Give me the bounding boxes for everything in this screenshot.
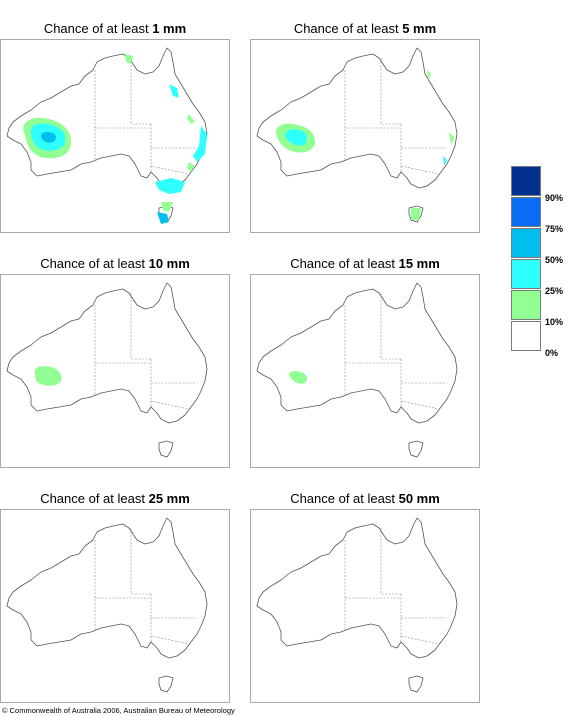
coastline: [6, 282, 208, 424]
australia-map: [256, 517, 458, 693]
panel-amount: 10 mm: [148, 256, 190, 271]
panel-title-15mm: Chance of at least 15 mm: [290, 256, 440, 271]
legend-swatch-75-90: [511, 197, 541, 227]
coastline: [256, 517, 458, 659]
panel-amount: 5 mm: [402, 21, 437, 36]
map-panel-25mm: [0, 509, 230, 703]
legend-label-25: 25%: [545, 286, 564, 296]
coastline: [256, 47, 458, 189]
coastline: [256, 282, 458, 424]
map-panel-15mm: [250, 274, 480, 468]
panel-title-25mm: Chance of at least 25 mm: [40, 491, 190, 506]
state-border: [380, 528, 401, 595]
legend-label-75: 75%: [545, 224, 564, 234]
legend-swatch-25-50: [511, 259, 541, 289]
panel-amount: 1 mm: [152, 21, 187, 36]
rain-probability-overlay: [275, 70, 455, 220]
state-border: [380, 293, 401, 360]
legend-label-50: 50%: [545, 255, 564, 265]
panel-amount: 15 mm: [398, 256, 440, 271]
coastline: [6, 47, 208, 189]
australia-map: [6, 517, 208, 693]
state-border: [150, 400, 190, 410]
australia-map: [256, 282, 458, 458]
state-border: [150, 165, 190, 175]
map-panel-10mm: [0, 274, 230, 468]
panel-title-5mm: Chance of at least 5 mm: [293, 21, 437, 36]
legend-label-0: 0%: [545, 348, 559, 358]
state-border: [400, 635, 440, 645]
australia-map: [256, 47, 458, 223]
state-border: [380, 58, 401, 125]
state-border: [150, 635, 190, 645]
legend-swatch-10-25: [511, 290, 541, 320]
state-border: [130, 58, 151, 125]
tasmania-coastline: [158, 675, 174, 693]
copyright-notice: © Commonwealth of Australia 2006, Austra…: [2, 706, 235, 715]
legend-swatch-50-75: [511, 228, 541, 258]
tasmania-coastline: [158, 440, 174, 458]
legend-label-90: 90%: [545, 193, 564, 203]
tasmania-coastline: [408, 440, 424, 458]
state-border: [400, 400, 440, 410]
panel-title-10mm: Chance of at least 10 mm: [40, 256, 190, 271]
map-panel-5mm: [250, 39, 480, 233]
panel-amount: 25 mm: [148, 491, 190, 506]
australia-map: [6, 282, 208, 458]
rain-probability-overlay: [23, 54, 207, 224]
state-border: [400, 165, 440, 175]
map-panel-50mm: [250, 509, 480, 703]
legend-label-10: 10%: [545, 317, 564, 327]
legend-swatch-0-10: [511, 321, 541, 351]
tasmania-coastline: [408, 675, 424, 693]
coastline: [6, 517, 208, 659]
panel-amount: 50 mm: [398, 491, 440, 506]
map-panel-1mm: [0, 39, 230, 233]
state-border: [130, 528, 151, 595]
state-border: [130, 293, 151, 360]
legend-swatch-90-100: [511, 166, 541, 196]
panel-title-1mm: Chance of at least 1 mm: [43, 21, 187, 36]
australia-map: [6, 47, 208, 224]
rain-probability-overlay: [34, 366, 62, 386]
rain-probability-overlay: [289, 371, 308, 384]
panel-title-50mm: Chance of at least 50 mm: [290, 491, 440, 506]
